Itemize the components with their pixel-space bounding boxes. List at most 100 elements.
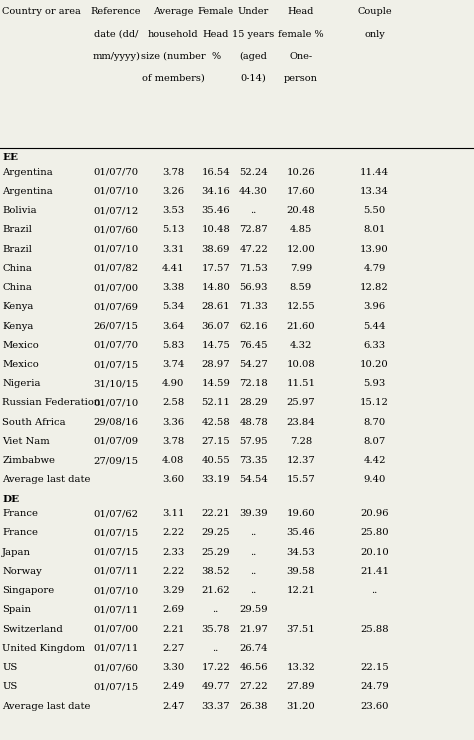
- Text: 13.34: 13.34: [360, 186, 389, 196]
- Text: 01/07/09: 01/07/09: [93, 437, 139, 446]
- Text: 29.25: 29.25: [201, 528, 230, 537]
- Text: 21.97: 21.97: [239, 625, 268, 633]
- Text: 13.32: 13.32: [287, 663, 315, 672]
- Text: 6.33: 6.33: [364, 341, 385, 350]
- Text: 20.48: 20.48: [287, 206, 315, 215]
- Text: 31.20: 31.20: [287, 702, 315, 710]
- Text: 35.46: 35.46: [201, 206, 230, 215]
- Text: 49.77: 49.77: [201, 682, 230, 691]
- Text: 72.87: 72.87: [239, 225, 268, 235]
- Text: 56.93: 56.93: [239, 283, 268, 292]
- Text: 2.22: 2.22: [162, 528, 184, 537]
- Text: %: %: [211, 52, 220, 61]
- Text: 25.88: 25.88: [360, 625, 389, 633]
- Text: 3.78: 3.78: [162, 167, 184, 177]
- Text: South Africa: South Africa: [2, 418, 66, 427]
- Text: 10.08: 10.08: [287, 360, 315, 369]
- Text: 21.60: 21.60: [287, 322, 315, 331]
- Text: 12.82: 12.82: [360, 283, 389, 292]
- Text: of members): of members): [142, 74, 204, 83]
- Text: 10.26: 10.26: [287, 167, 315, 177]
- Text: date (dd/: date (dd/: [94, 30, 138, 38]
- Text: 5.93: 5.93: [364, 380, 385, 388]
- Text: 29/08/16: 29/08/16: [94, 418, 138, 427]
- Text: 17.57: 17.57: [201, 264, 230, 273]
- Text: 17.60: 17.60: [287, 186, 315, 196]
- Text: 01/07/15: 01/07/15: [93, 682, 139, 691]
- Text: 22.15: 22.15: [360, 663, 389, 672]
- Text: 54.54: 54.54: [239, 476, 268, 485]
- Text: 4.42: 4.42: [363, 457, 386, 465]
- Text: Country or area: Country or area: [2, 7, 81, 16]
- Text: 12.37: 12.37: [287, 457, 315, 465]
- Text: 14.75: 14.75: [201, 341, 230, 350]
- Text: 11.51: 11.51: [286, 380, 316, 388]
- Text: 01/07/69: 01/07/69: [94, 303, 138, 312]
- Text: ..: ..: [212, 605, 219, 614]
- Text: 47.22: 47.22: [239, 245, 268, 254]
- Text: 21.62: 21.62: [201, 586, 230, 595]
- Text: 34.16: 34.16: [201, 186, 230, 196]
- Text: 38.69: 38.69: [201, 245, 230, 254]
- Text: 13.90: 13.90: [360, 245, 389, 254]
- Text: Singapore: Singapore: [2, 586, 55, 595]
- Text: ..: ..: [250, 548, 257, 556]
- Text: 01/07/00: 01/07/00: [93, 283, 139, 292]
- Text: US: US: [2, 663, 18, 672]
- Text: 9.40: 9.40: [363, 476, 386, 485]
- Text: US: US: [2, 682, 18, 691]
- Text: 57.95: 57.95: [239, 437, 268, 446]
- Text: 8.70: 8.70: [364, 418, 385, 427]
- Text: 54.27: 54.27: [239, 360, 268, 369]
- Text: 3.11: 3.11: [162, 509, 184, 518]
- Text: 20.10: 20.10: [360, 548, 389, 556]
- Text: Japan: Japan: [2, 548, 31, 556]
- Text: Kenya: Kenya: [2, 322, 34, 331]
- Text: 44.30: 44.30: [239, 186, 268, 196]
- Text: 2.27: 2.27: [162, 644, 184, 653]
- Text: Switzerland: Switzerland: [2, 625, 63, 633]
- Text: 5.83: 5.83: [162, 341, 184, 350]
- Text: 3.60: 3.60: [162, 476, 184, 485]
- Text: 73.35: 73.35: [239, 457, 268, 465]
- Text: Norway: Norway: [2, 567, 42, 576]
- Text: Average: Average: [153, 7, 193, 16]
- Text: 71.33: 71.33: [239, 303, 268, 312]
- Text: 31/10/15: 31/10/15: [93, 380, 139, 388]
- Text: ..: ..: [212, 644, 219, 653]
- Text: Viet Nam: Viet Nam: [2, 437, 50, 446]
- Text: 10.20: 10.20: [360, 360, 389, 369]
- Text: 76.45: 76.45: [239, 341, 268, 350]
- Text: United Kingdom: United Kingdom: [2, 644, 85, 653]
- Text: 27.89: 27.89: [287, 682, 315, 691]
- Text: 23.84: 23.84: [287, 418, 315, 427]
- Text: 71.53: 71.53: [239, 264, 268, 273]
- Text: 21.41: 21.41: [360, 567, 389, 576]
- Text: 01/07/11: 01/07/11: [93, 567, 139, 576]
- Text: 2.49: 2.49: [162, 682, 184, 691]
- Text: 4.85: 4.85: [290, 225, 312, 235]
- Text: Reference: Reference: [91, 7, 141, 16]
- Text: 35.46: 35.46: [287, 528, 315, 537]
- Text: 27/09/15: 27/09/15: [93, 457, 139, 465]
- Text: Bolivia: Bolivia: [2, 206, 37, 215]
- Text: DE: DE: [2, 495, 19, 504]
- Text: 5.13: 5.13: [162, 225, 184, 235]
- Text: 01/07/10: 01/07/10: [93, 186, 139, 196]
- Text: Kenya: Kenya: [2, 303, 34, 312]
- Text: 27.22: 27.22: [239, 682, 268, 691]
- Text: 15 years: 15 years: [232, 30, 275, 38]
- Text: 8.01: 8.01: [363, 225, 386, 235]
- Text: 01/07/10: 01/07/10: [93, 399, 139, 408]
- Text: female %: female %: [278, 30, 324, 38]
- Text: 26.74: 26.74: [239, 644, 268, 653]
- Text: only: only: [364, 30, 385, 38]
- Text: France: France: [2, 528, 38, 537]
- Text: 35.78: 35.78: [201, 625, 230, 633]
- Text: 3.53: 3.53: [162, 206, 184, 215]
- Text: 01/07/15: 01/07/15: [93, 528, 139, 537]
- Text: 11.44: 11.44: [360, 167, 389, 177]
- Text: 25.29: 25.29: [201, 548, 230, 556]
- Text: 01/07/60: 01/07/60: [94, 225, 138, 235]
- Text: 3.96: 3.96: [364, 303, 385, 312]
